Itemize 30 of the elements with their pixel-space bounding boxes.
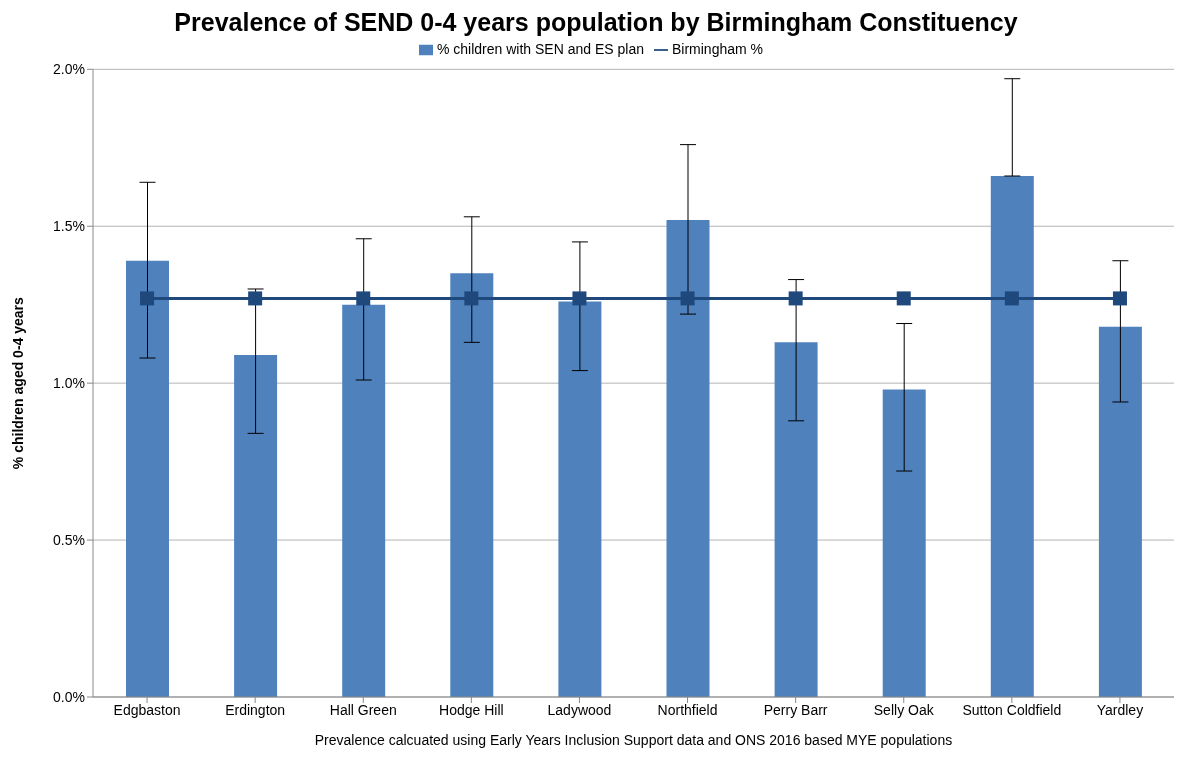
bar [126, 260, 169, 697]
x-axis-title: Prevalence calcuated using Early Years Inclusion Support data and ONS 2016 based MYE populations [314, 732, 953, 748]
x-tick-label: Edgbaston [113, 701, 181, 718]
x-tick-label: Yardley [1096, 701, 1144, 718]
bar [774, 342, 818, 697]
bar [234, 354, 278, 697]
x-tick-label: Hall Green [329, 701, 397, 718]
x-tick-label: Sutton Coldfield [962, 701, 1062, 718]
x-tick-label: Ladywood [547, 701, 612, 718]
x-tick-label: Erdington [225, 701, 286, 718]
x-tick-label: Selly Oak [873, 701, 935, 718]
bar [1098, 326, 1142, 697]
legend-label: Birmingham % [671, 41, 764, 57]
bar [342, 304, 386, 697]
y-tick-label: 2.0% [53, 61, 85, 78]
bar [882, 389, 926, 697]
bar [990, 176, 1034, 697]
chart-title: Prevalence of SEND 0-4 years population by Birmingham Constituency [173, 8, 1019, 37]
x-tick-label: Northfield [657, 701, 718, 718]
x-tick-label: Hodge Hill [439, 701, 504, 718]
y-tick-label: 1.5% [53, 218, 85, 235]
y-tick-label: 1.0% [53, 375, 85, 392]
y-tick-label: 0.5% [53, 532, 85, 549]
x-tick-label: Perry Barr [763, 701, 828, 718]
bar [666, 219, 710, 697]
y-tick-label: 0.0% [53, 688, 85, 705]
bar [450, 273, 494, 697]
bar [558, 301, 602, 697]
legend-label: % children with SEN and ES plan [436, 41, 644, 57]
y-axis-title: % children aged 0-4 years [9, 296, 26, 470]
